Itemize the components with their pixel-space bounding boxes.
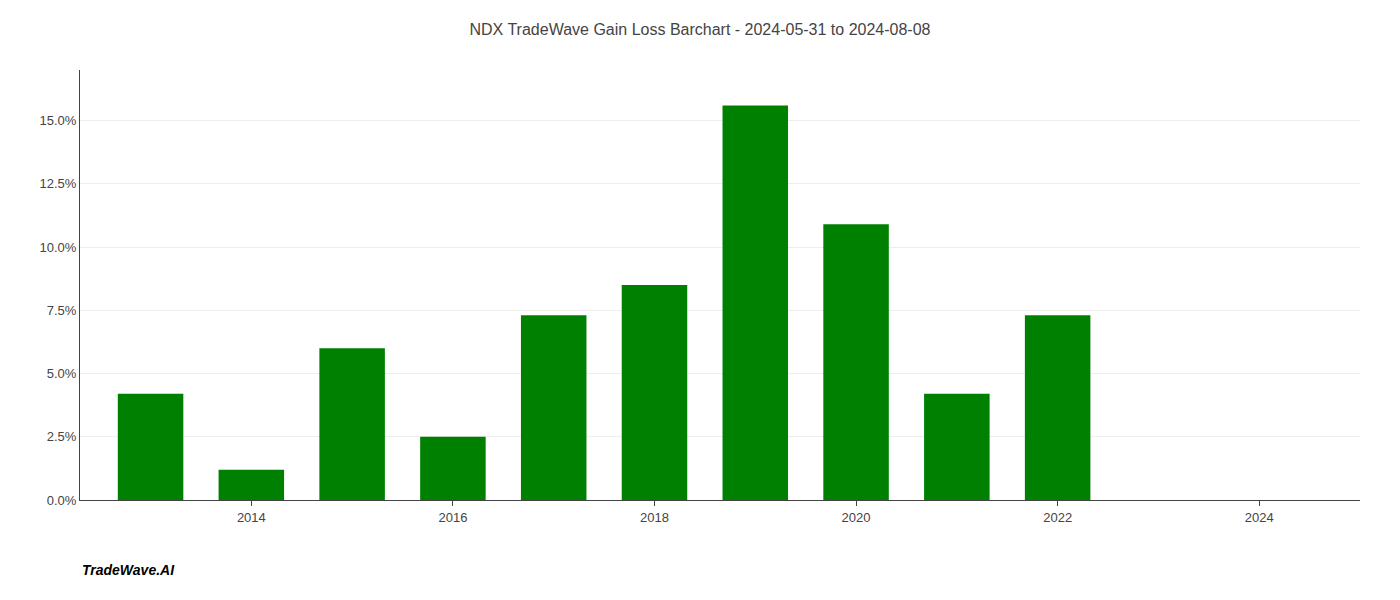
svg-text:2.5%: 2.5% [47,429,77,444]
svg-text:2018: 2018 [640,510,669,525]
svg-text:7.5%: 7.5% [47,303,77,318]
svg-text:10.0%: 10.0% [40,240,77,255]
svg-text:2024: 2024 [1245,510,1274,525]
svg-text:TradeWave.AI: TradeWave.AI [82,562,175,578]
svg-text:0.0%: 0.0% [47,493,77,508]
svg-text:12.5%: 12.5% [40,176,77,191]
svg-text:2016: 2016 [438,510,467,525]
svg-text:2014: 2014 [237,510,266,525]
svg-text:15.0%: 15.0% [40,113,77,128]
svg-text:NDX TradeWave Gain Loss Barcha: NDX TradeWave Gain Loss Barchart - 2024-… [470,21,931,38]
svg-text:5.0%: 5.0% [47,366,77,381]
svg-text:2020: 2020 [842,510,871,525]
svg-text:2022: 2022 [1043,510,1072,525]
